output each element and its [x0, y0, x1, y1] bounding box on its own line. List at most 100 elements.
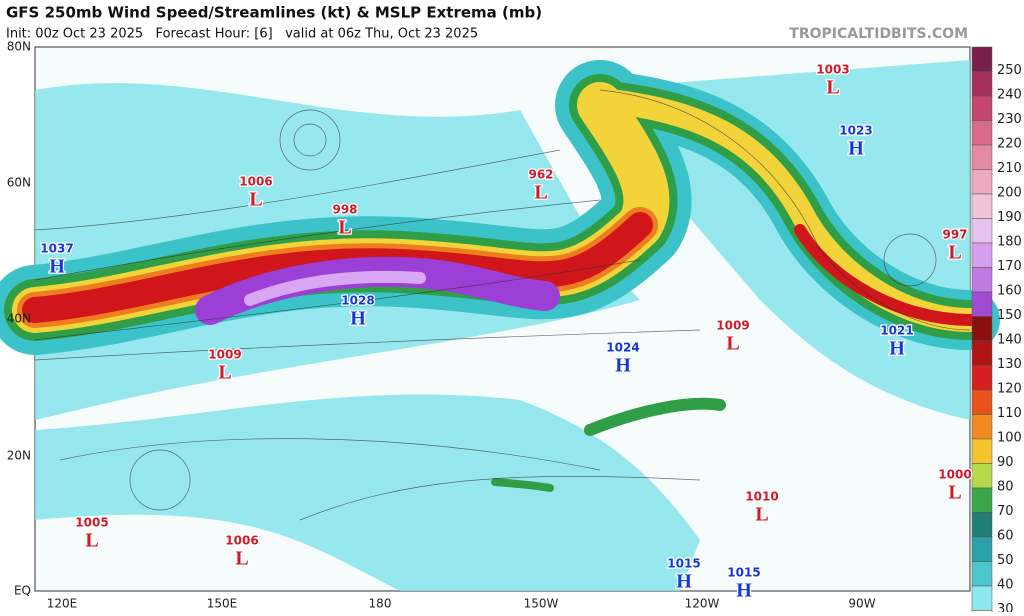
pressure-value: 1037 — [40, 242, 73, 256]
pressure-value: 998 — [332, 203, 357, 217]
colorbar-swatch — [971, 414, 993, 440]
pressure-symbol: H — [49, 256, 65, 278]
lat-label: 20N — [7, 449, 31, 463]
pressure-symbol: L — [85, 530, 98, 552]
colorbar-swatch — [971, 218, 993, 244]
colorbar-tick-label: 130 — [997, 357, 1022, 372]
pressure-symbol: L — [726, 333, 739, 355]
pressure-value: 1023 — [839, 124, 872, 138]
pressure-value: 1010 — [745, 490, 778, 504]
pressure-symbol: L — [218, 362, 231, 384]
colorbar-swatch — [971, 536, 993, 562]
colorbar-tick-label: 30 — [997, 602, 1014, 612]
pressure-value: 962 — [528, 168, 553, 182]
pressure-symbol: H — [350, 308, 366, 330]
pressure-value: 1006 — [225, 534, 258, 548]
colorbar-tick-label: 230 — [997, 112, 1022, 127]
pressure-value: 1015 — [667, 557, 700, 571]
pressure-symbol: H — [615, 355, 631, 377]
lat-labels: 80N 60N 40N 20N EQ — [7, 40, 31, 598]
colorbar-swatch — [971, 316, 993, 342]
pressure-symbol: L — [755, 504, 768, 526]
lat-label: EQ — [14, 584, 31, 598]
pressure-symbol: H — [736, 580, 752, 602]
colorbar-swatch — [971, 267, 993, 293]
colorbar-tick-label: 190 — [997, 210, 1022, 225]
lon-label: 150E — [207, 597, 238, 611]
colorbar-swatch — [971, 144, 993, 170]
colorbar-swatch — [971, 365, 993, 391]
lon-label: 120W — [685, 597, 720, 611]
pressure-symbol: L — [826, 77, 839, 99]
lat-label: 40N — [7, 312, 31, 326]
colorbar-swatch — [971, 561, 993, 587]
colorbar-tick-label: 170 — [997, 259, 1022, 274]
colorbar-tick-label: 110 — [997, 406, 1022, 421]
colorbar-tick-label: 90 — [997, 455, 1014, 470]
colorbar-tick-label: 60 — [997, 529, 1014, 544]
lon-label: 90W — [848, 597, 875, 611]
map — [0, 46, 1000, 592]
pressure-symbol: H — [848, 138, 864, 160]
lon-label: 120E — [47, 597, 78, 611]
colorbar-swatch — [971, 169, 993, 195]
colorbar-tick-label: 50 — [997, 553, 1014, 568]
colorbar-tick-label: 70 — [997, 504, 1014, 519]
pressure-symbol: L — [235, 548, 248, 570]
colorbar-swatch — [971, 242, 993, 268]
pressure-symbol: L — [534, 182, 547, 204]
pressure-symbol: L — [948, 242, 961, 264]
pressure-value: 997 — [942, 228, 967, 242]
lat-label: 80N — [7, 40, 31, 54]
watermark: TROPICALTIDBITS.COM — [789, 26, 968, 42]
colorbar-swatch — [971, 340, 993, 366]
pressure-value: 1006 — [239, 175, 272, 189]
pressure-symbol: H — [676, 571, 692, 593]
pressure-value: 1021 — [880, 324, 913, 338]
pressure-value: 1009 — [716, 319, 749, 333]
colorbar-swatch — [971, 487, 993, 513]
lon-label: 180 — [369, 597, 392, 611]
lon-labels: 120E 150E 180 150W 120W 90W — [47, 597, 876, 611]
colorbar: 250 240 230 220 210 200 190 180 170 160 150 140 130 1… — [971, 46, 1022, 616]
colorbar-tick-label: 180 — [997, 235, 1022, 250]
title: GFS 250mb Wind Speed/Streamlines (kt) & … — [6, 4, 542, 22]
colorbar-swatch — [971, 585, 993, 611]
subtitle: Init: 00z Oct 23 2025 Forecast Hour: [6]… — [6, 27, 478, 42]
lat-label: 60N — [7, 176, 31, 190]
colorbar-tick-label: 150 — [997, 308, 1022, 323]
colorbar-swatch — [971, 389, 993, 415]
colorbar-swatch — [971, 71, 993, 97]
colorbar-tick-label: 140 — [997, 333, 1022, 348]
pressure-value: 1015 — [727, 566, 760, 580]
pressure-symbol: L — [948, 482, 961, 504]
pressure-value: 1024 — [606, 341, 639, 355]
pressure-symbol: H — [889, 338, 905, 360]
colorbar-swatch — [971, 120, 993, 146]
colorbar-swatch — [971, 463, 993, 489]
colorbar-swatch — [971, 193, 993, 219]
pressure-value: 1009 — [208, 348, 241, 362]
pressure-value: 1003 — [816, 63, 849, 77]
colorbar-swatch — [971, 512, 993, 538]
lon-label: 150W — [524, 597, 559, 611]
pressure-value: 1000 — [938, 468, 971, 482]
pressure-value: 1005 — [75, 516, 108, 530]
pressure-symbol: L — [338, 217, 351, 239]
pressure-symbol: L — [249, 189, 262, 211]
colorbar-tick-label: 120 — [997, 382, 1022, 397]
pressure-value: 1028 — [341, 294, 374, 308]
colorbar-swatch — [971, 46, 993, 72]
colorbar-tick-label: 100 — [997, 431, 1022, 446]
colorbar-tick-label: 200 — [997, 186, 1022, 201]
colorbar-tick-label: 160 — [997, 284, 1022, 299]
colorbar-tick-label: 240 — [997, 88, 1022, 103]
colorbar-tick-label: 40 — [997, 578, 1014, 593]
colorbar-swatch — [971, 95, 993, 121]
colorbar-swatch — [971, 438, 993, 464]
colorbar-tick-label: 80 — [997, 480, 1014, 495]
colorbar-tick-label: 250 — [997, 63, 1022, 78]
colorbar-tick-label: 220 — [997, 137, 1022, 152]
